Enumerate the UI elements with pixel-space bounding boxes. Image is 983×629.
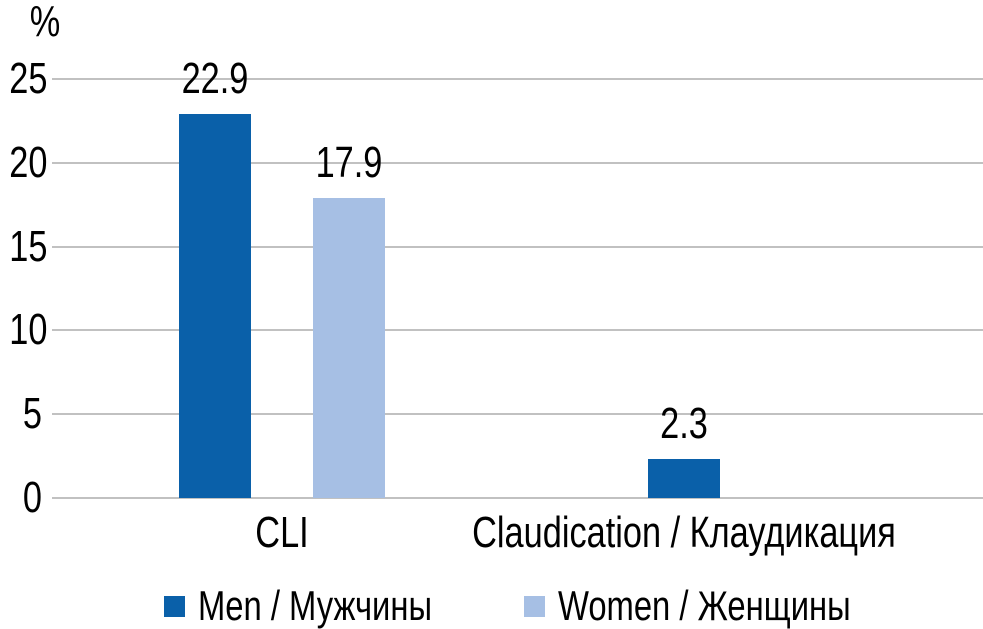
gridline-25 [52,78,983,80]
y-tick-label-25: 25 [9,54,48,103]
y-tick-label-5: 5 [22,389,42,438]
y-tick-label-15: 15 [9,222,48,271]
bar-men-cli [179,114,251,498]
category-label-claudication: Claudication / Клаудикация [472,508,896,557]
gridline-5 [52,413,983,415]
y-axis-title: % [29,0,61,46]
legend-label-men: Men / Мужчины [198,582,432,629]
gridline-10 [52,329,983,331]
legend-item-men: Men / Мужчины [164,584,498,628]
value-label-men-cli: 22.9 [181,54,249,103]
bar-women-cli [313,198,385,498]
value-label-women-cli: 17.9 [315,138,383,187]
gridline-0 [52,497,983,499]
y-tick-label-0: 0 [22,473,42,522]
category-label-cli: CLI [255,508,309,557]
y-tick-label-10: 10 [9,305,48,354]
legend-swatch-women [524,595,545,617]
legend-swatch-men [164,595,185,617]
y-tick-label-20: 20 [9,138,48,187]
legend-item-women: Women / Женщины [524,584,933,628]
bar-men-claudication [648,459,720,498]
value-label-men-claudication: 2.3 [660,399,708,448]
gridline-20 [52,162,983,164]
gridline-15 [52,246,983,248]
legend-label-women: Women / Женщины [558,582,851,629]
